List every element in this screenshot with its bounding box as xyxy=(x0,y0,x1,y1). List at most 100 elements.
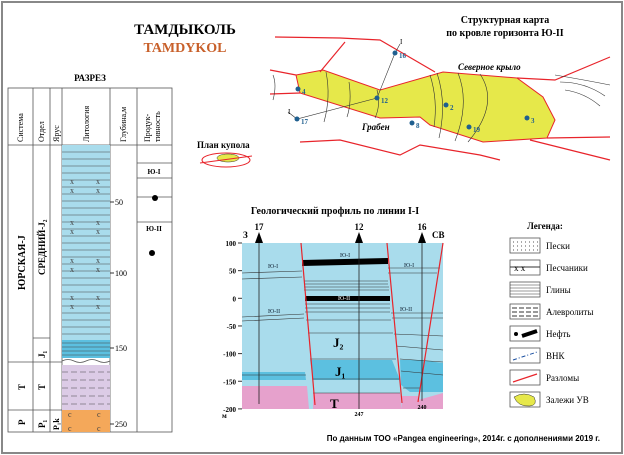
north-wing-label: Северное крыло xyxy=(458,62,521,72)
well-2-icon xyxy=(443,102,449,108)
j1-label: J₁ xyxy=(335,364,346,379)
y-tick-label: -50 xyxy=(227,323,237,331)
well-3-icon xyxy=(524,115,530,121)
depth-250: 250 xyxy=(115,420,127,429)
svg-text:x: x xyxy=(96,265,100,274)
well-12-label: 12 xyxy=(355,222,365,232)
map-well-label: 4 xyxy=(302,88,306,96)
legend-item: x x Песчаники xyxy=(509,259,588,276)
page-title: ТАМДЫКОЛЬ xyxy=(134,22,236,38)
map-well-label: 19 xyxy=(473,126,481,134)
map-well-label: 16 xyxy=(399,52,407,60)
legend-label: Глины xyxy=(546,285,571,295)
well-17-icon xyxy=(294,116,300,122)
unit-middle-jurassic: СРЕДНИЙ-J₂ xyxy=(37,219,47,275)
dome-plan-sketch xyxy=(199,152,253,168)
svg-text:x: x xyxy=(70,177,74,186)
line-label-end: I xyxy=(400,38,403,46)
unit-triassic: Т xyxy=(17,384,27,390)
map-well-label: 2 xyxy=(450,104,454,112)
legend-item: Нефть xyxy=(509,325,570,342)
svg-text:x: x xyxy=(70,218,74,227)
ju2-right: Ю-II xyxy=(400,307,412,313)
lithology-column: x xx xx xx xx xx xx xx xc cc c xyxy=(61,145,111,433)
map-title: Структурная карта xyxy=(461,15,549,26)
header-stage: Ярус xyxy=(52,125,61,142)
map-well-label: 3 xyxy=(531,117,535,125)
west-label: З xyxy=(243,230,248,240)
legend-item: Пески xyxy=(509,237,570,254)
profile-labels: З СВ 17 12 16 247 240 100 50 0 -50 -100 -150 -… xyxy=(222,222,445,420)
depth-100: 100 xyxy=(115,269,127,278)
well-12-icon xyxy=(374,95,380,101)
east-label: СВ xyxy=(432,230,445,240)
well-16-label: 16 xyxy=(418,222,428,232)
svg-text:c: c xyxy=(68,410,72,419)
legend-label: Песчаники xyxy=(546,263,588,273)
svg-text:x: x xyxy=(96,218,100,227)
svg-text:c: c xyxy=(97,424,101,433)
profile-title: Геологический профиль по линии I-I xyxy=(251,206,419,217)
page-title-latin: TAMDYKOL xyxy=(144,41,227,56)
header-lithology: Литология xyxy=(82,105,91,142)
unit-kungur: P₁k xyxy=(52,418,61,430)
legend-item: Разломы xyxy=(509,369,579,386)
svg-text:x x: x x xyxy=(514,263,526,273)
well-16-icon xyxy=(392,50,398,56)
legend-item: Алевролиты xyxy=(509,303,593,320)
legend-label: Алевролиты xyxy=(546,307,593,317)
well-16-depth: 240 xyxy=(418,405,427,411)
well-19-icon xyxy=(466,124,472,130)
legend-item: Залежи УВ xyxy=(509,391,589,408)
legend-label: ВНК xyxy=(546,351,566,361)
productivity: Ю-I Ю-II xyxy=(146,168,162,256)
unit-jurassic: ЮРСКАЯ-J xyxy=(17,235,28,290)
legend-title: Легенда: xyxy=(527,221,563,231)
legend-label: Залежи УВ xyxy=(546,395,589,405)
unit-permian: P xyxy=(17,419,27,425)
well-12-marker-icon xyxy=(355,232,363,243)
legend-label: Нефть xyxy=(546,329,570,339)
graben-label: Грабен xyxy=(361,122,390,132)
well-17-label: 17 xyxy=(255,222,265,232)
ju2-left: Ю-II xyxy=(268,309,280,315)
header-productivity: Продук- xyxy=(143,113,152,142)
horizon-ju1: Ю-I xyxy=(148,168,161,176)
oil-dot-icon xyxy=(149,250,155,256)
y-tick-label: -200 xyxy=(223,406,236,414)
well-4-icon xyxy=(295,86,301,92)
header-series: Отдел xyxy=(37,121,46,142)
j2-label: J₂ xyxy=(333,335,344,350)
source-note: По данным ТОО «Pangea engineering», 2014… xyxy=(327,434,600,443)
unit-lower-jurassic: J₁ xyxy=(37,351,47,359)
ju1-mid: Ю-I xyxy=(340,253,350,259)
geological-profile xyxy=(241,232,444,409)
unit-triassic-series: Т xyxy=(37,384,47,390)
depth-150: 150 xyxy=(115,344,127,353)
depth-50: 50 xyxy=(115,198,123,207)
legend-label: Пески xyxy=(546,241,570,251)
unit-lower-permian: P₁ xyxy=(37,420,47,428)
svg-text:x: x xyxy=(70,227,74,236)
header-depth: Глубина,м xyxy=(119,107,128,142)
depth-labels: 50 100 150 250 xyxy=(110,198,127,429)
svg-text:x: x xyxy=(96,227,100,236)
legend: Легенда: Пески x x Песчаники Глины Алевролит… xyxy=(509,221,593,408)
svg-text:x: x xyxy=(70,256,74,265)
header-system: Система xyxy=(16,113,25,142)
well-17-marker-icon xyxy=(255,232,263,243)
map-well-label: 17 xyxy=(301,118,309,126)
line-label-start: I xyxy=(288,108,291,116)
map-well-label: 8 xyxy=(416,122,420,130)
svg-text:x: x xyxy=(70,265,74,274)
horizon-ju2: Ю-II xyxy=(146,225,162,233)
y-tick-label: 50 xyxy=(229,268,237,276)
ju1-right: Ю-I xyxy=(404,263,414,269)
oil-dot-icon xyxy=(152,195,158,201)
map-subtitle: по кровле горизонта Ю-II xyxy=(446,28,564,39)
well-8-icon xyxy=(409,120,415,126)
ju2-mid: Ю-II xyxy=(338,296,350,302)
section-headers: Система Отдел Ярус Литология Глубина,м П… xyxy=(16,105,162,142)
